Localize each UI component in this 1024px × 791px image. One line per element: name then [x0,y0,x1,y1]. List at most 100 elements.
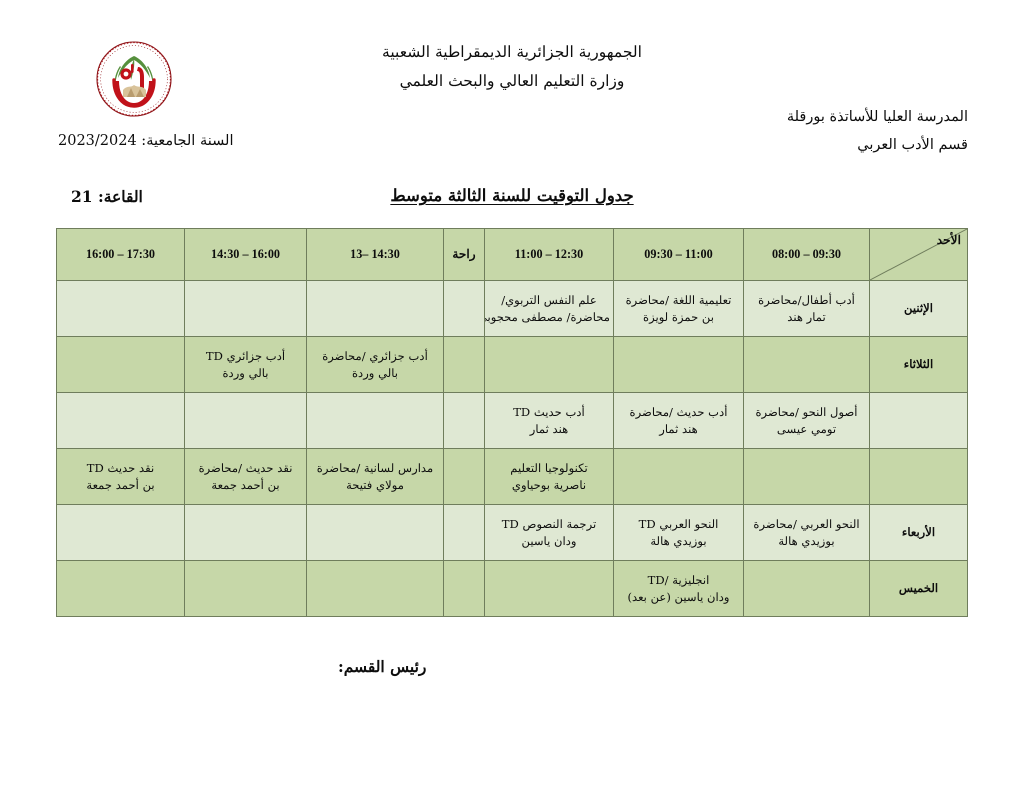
session-cell: النحو العربي /محاضرة بوزيدي هالة [743,504,870,561]
session-cell: أدب حديث /محاضرة هند ثمار [613,392,744,449]
school-name: المدرسة العليا للأساتذة بورقلة [786,109,968,125]
session-text: أدب جزائري /محاضرة بالي وردة [310,348,440,382]
session-cell: مدارس لسانية /محاضرة مولاي فتيحة [306,448,444,505]
session-text: أدب حديث TD هند ثمار [488,404,610,438]
session-cell: نقد حديث TD بن أحمد جمعة [56,448,185,505]
session-cell: أدب جزائري /محاضرة بالي وردة [306,336,444,393]
session-text: النحو العربي /محاضرة بوزيدي هالة [747,516,866,550]
session-line: بوزيدي هالة [778,533,835,548]
time-slot-header: 12:30 – 11:00 [484,228,614,281]
ministry-line-1: الجمهورية الجزائرية الديمقراطية الشعبية [382,43,642,61]
room-number: القاعة: 21 [71,187,143,206]
empty-cell [56,504,185,561]
day-label-cell: الأربعاء [869,504,968,561]
empty-cell [484,560,614,617]
ministry-line-2: وزارة التعليم العالي والبحث العلمي [399,71,625,90]
session-line: نقد حديث TD [86,460,155,475]
empty-cell [613,336,744,393]
session-text: نقد حديث TD بن أحمد جمعة [60,460,181,494]
academic-year: السنة الجامعية: 2023/2024 [58,133,234,149]
empty-cell [184,280,307,337]
session-line: ودان ياسين (عن بعد) [627,589,730,604]
session-text: نقد حديث /محاضرة بن أحمد جمعة [188,460,303,494]
session-cell: ترجمة النصوص TD ودان ياسين [484,504,614,561]
document-header: الجمهورية الجزائرية الديمقراطية الشعبية … [0,34,1024,164]
session-text: أدب حديث /محاضرة هند ثمار [617,404,740,438]
session-text: مدارس لسانية /محاضرة مولاي فتيحة [310,460,440,494]
time-slot-header: 11:00 – 09:30 [613,228,744,281]
empty-cell [743,448,870,505]
ministry-heading: الجمهورية الجزائرية الديمقراطية الشعبية … [0,38,1024,95]
empty-cell [306,392,444,449]
session-line: أدب حديث /محاضرة [629,404,728,419]
session-cell: انجليزية /TD ودان ياسين (عن بعد) [613,560,744,617]
session-line: أدب جزائري TD [205,348,286,363]
session-line: بن أحمد جمعة [86,477,155,492]
session-line: مدارس لسانية /محاضرة [316,460,434,475]
empty-cell [443,392,485,449]
empty-cell [743,560,870,617]
session-line: تومي عيسى [776,421,837,436]
session-line: أصول النحو /محاضرة [755,404,858,419]
time-slot-header: 17:30 – 16:00 [56,228,185,281]
department-head-signature: رئيس القسم: [338,657,427,676]
timetable-row: الأربعاء النحو العربي /محاضرة بوزيدي هالة ا… [56,504,968,561]
time-slot-header: 09:30 – 08:00 [743,228,870,281]
empty-cell [743,336,870,393]
session-line: ودان ياسين [521,533,577,548]
session-line: بن حمزة لويزة [643,309,714,324]
empty-cell [56,392,185,449]
session-text: علم النفس التربوي/محاضرة/ مصطفى محجوبي [484,292,611,326]
timetable-header-row: الأحد 09:30 – 08:00 11:00 – 09:30 12:30 – 1… [56,228,968,281]
break-column-header: راحة [443,228,485,281]
session-line: محاضرة/ مصطفى محجوبي [484,309,611,324]
session-line: النحو العربي /محاضرة [753,516,860,531]
session-line: علم النفس التربوي/ [501,292,597,307]
department-name: قسم الأدب العربي [857,136,968,153]
timetable-row: الخميس انجليزية /TD ودان ياسين (عن بعد) [56,560,968,617]
empty-cell [306,560,444,617]
empty-cell [443,560,485,617]
session-text: النحو العربي TD بوزيدي هالة [617,516,740,550]
empty-cell [484,336,614,393]
session-cell: علم النفس التربوي/محاضرة/ مصطفى محجوبي [484,280,614,337]
empty-cell [306,280,444,337]
session-cell: النحو العربي TD بوزيدي هالة [613,504,744,561]
empty-cell [443,504,485,561]
session-line: هند ثمار [659,421,698,436]
session-line: أدب أطفال/محاضرة [758,292,855,307]
empty-cell [443,336,485,393]
session-line: نقد حديث /محاضرة [198,460,293,475]
session-line: هند ثمار [529,421,569,436]
session-text: انجليزية /TD ودان ياسين (عن بعد) [617,572,740,606]
timetable-container: الأحد 09:30 – 08:00 11:00 – 09:30 12:30 – 1… [56,228,968,617]
empty-cell [56,280,185,337]
session-line: تمار هند [787,309,826,324]
time-slot-header: 16:00 – 14:30 [184,228,307,281]
session-cell: أدب جزائري TD بالي وردة [184,336,307,393]
session-line: ترجمة النصوص TD [501,516,597,531]
session-text: أصول النحو /محاضرة تومي عيسى [747,404,866,438]
empty-cell [56,336,185,393]
session-cell: أدب حديث TD هند ثمار [484,392,614,449]
day-label-cell: الخميس [869,560,968,617]
diagonal-divider-icon [870,229,967,280]
timetable-row: تكنولوجيا التعليم ناصرية بوحياوي مدارس لسا… [56,448,968,505]
time-slot-header: 14:30 –13 [306,228,444,281]
empty-cell [306,504,444,561]
empty-cell [613,448,744,505]
timetable: الأحد 09:30 – 08:00 11:00 – 09:30 12:30 – 1… [56,228,968,617]
session-text: ترجمة النصوص TD ودان ياسين [488,516,610,550]
empty-cell [443,280,485,337]
day-label-cell [869,448,968,505]
empty-cell [443,448,485,505]
empty-cell [184,392,307,449]
session-text: أدب أطفال/محاضرة تمار هند [747,292,866,326]
session-line: النحو العربي TD [638,516,719,531]
title-row: جدول التوقيت للسنة الثالثة متوسط القاعة:… [57,186,967,216]
day-label-cell [869,392,968,449]
session-cell: تعليمية اللغة /محاضرة بن حمزة لويزة [613,280,744,337]
session-line: بالي وردة [351,365,399,380]
day-label-cell: الإثنين [869,280,968,337]
